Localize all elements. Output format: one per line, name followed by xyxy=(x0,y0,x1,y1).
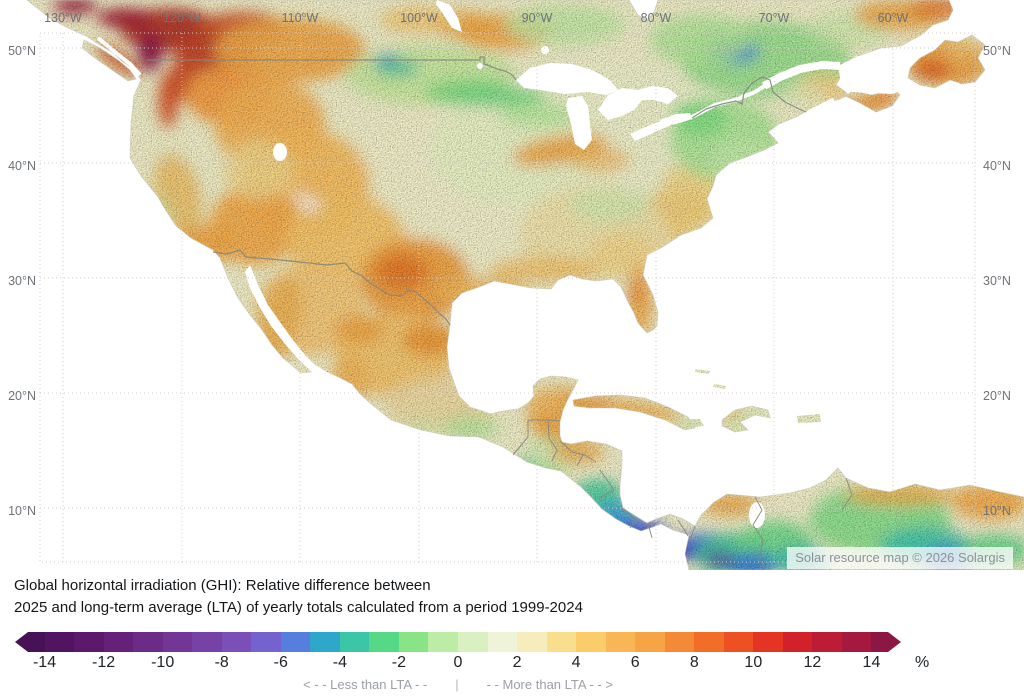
legend-note: < - - Less than LTA - - | - - More than … xyxy=(15,677,901,692)
legend-color-segment xyxy=(517,632,547,652)
legend-tick-label: 6 xyxy=(630,654,640,671)
legend-color-segment xyxy=(45,632,75,652)
legend-tick-label: -6 xyxy=(273,654,288,671)
legend-color-segment xyxy=(871,632,901,652)
border-us-canada-east xyxy=(691,76,807,119)
legend-color-segment xyxy=(458,632,488,652)
legend-color-segment xyxy=(104,632,134,652)
graticule-grid xyxy=(39,32,976,563)
legend-tick-label: -12 xyxy=(92,654,116,671)
watermark: Solar resource map © 2026 Solargis xyxy=(787,547,1013,569)
lake-nipigon xyxy=(541,46,549,54)
legend-note-separator: | xyxy=(455,677,459,692)
legend-color-segment xyxy=(281,632,311,652)
map-area: 130°W 120°W 110°W 100°W 90°W 80°W 70°W 60°W 50°N… xyxy=(8,0,1024,570)
caption-line-2: 2025 and long-term average (LTA) of year… xyxy=(14,599,583,616)
great-salt-lake xyxy=(273,143,287,161)
water-bodies xyxy=(245,0,908,528)
legend-color-segment xyxy=(753,632,783,652)
legend-tick-label: -8 xyxy=(214,654,229,671)
legend-color-segment xyxy=(133,632,163,652)
legend-color-segment xyxy=(251,632,281,652)
legend-tick-label: 0 xyxy=(453,654,463,671)
caption-line-1: Global horizontal irradiation (GHI): Rel… xyxy=(14,577,431,594)
legend-color-segment xyxy=(783,632,813,652)
legend-tick-label: -4 xyxy=(332,654,347,671)
legend-tick-labels: -14 -12 -10 -8 -6 -4 -2 0 2 4 6 8 10 12 14 xyxy=(0,654,1024,674)
legend-color-segment xyxy=(74,632,104,652)
lake-winnipeg xyxy=(436,0,462,32)
legend-tick-label: 8 xyxy=(689,654,699,671)
lake-ontario xyxy=(660,113,692,126)
lake-of-the-woods xyxy=(477,63,483,69)
legend-tick-label: 12 xyxy=(803,654,822,671)
legend-color-segment xyxy=(310,632,340,652)
legend-color-segment xyxy=(488,632,518,652)
legend-tick-label: 4 xyxy=(571,654,581,671)
legend-color-segment xyxy=(665,632,695,652)
legend-colorbar xyxy=(15,632,901,652)
lake-huron xyxy=(598,86,678,120)
borders-central-america xyxy=(512,419,853,570)
legend-color-segment xyxy=(428,632,458,652)
gulf-of-st-lawrence xyxy=(838,50,908,94)
legend-tick-label: -14 xyxy=(32,654,57,671)
legend-unit-label: % xyxy=(915,654,930,671)
legend-color-segment xyxy=(812,632,842,652)
legend-color-segment xyxy=(15,632,45,652)
legend-color-segment xyxy=(340,632,370,652)
border-us-canada-west xyxy=(147,56,517,81)
legend-tick-label: -2 xyxy=(391,654,407,671)
legend-tick-label: -10 xyxy=(151,654,175,671)
map-caption: Global horizontal irradiation (GHI): Rel… xyxy=(14,575,583,619)
legend-note-less: < - - Less than LTA - - xyxy=(303,677,428,692)
legend-tick-label: 2 xyxy=(512,654,522,671)
legend-color-segment xyxy=(399,632,429,652)
legend-tick-label: 10 xyxy=(744,654,763,671)
lake-michigan xyxy=(566,96,592,150)
lake-erie xyxy=(630,119,671,141)
legend-note-more: - - More than LTA - - > xyxy=(486,677,613,692)
lake-superior xyxy=(516,63,618,95)
legend-color-segment xyxy=(163,632,193,652)
lake-maracaibo xyxy=(749,502,765,528)
legend-color-segment xyxy=(222,632,252,652)
legend-color-segment xyxy=(606,632,636,652)
legend-color-segment xyxy=(635,632,665,652)
legend-color-segment xyxy=(192,632,222,652)
border-us-mexico xyxy=(212,249,451,326)
solar-map-canvas xyxy=(26,0,1024,570)
legend-color-segment xyxy=(694,632,724,652)
country-borders xyxy=(147,56,853,570)
legend-color-segment xyxy=(842,632,872,652)
legend-tick-label: 14 xyxy=(862,654,881,671)
legend-color-segment xyxy=(576,632,606,652)
legend-color-segment xyxy=(369,632,399,652)
legend-color-segment xyxy=(724,632,754,652)
legend-color-segment xyxy=(547,632,577,652)
